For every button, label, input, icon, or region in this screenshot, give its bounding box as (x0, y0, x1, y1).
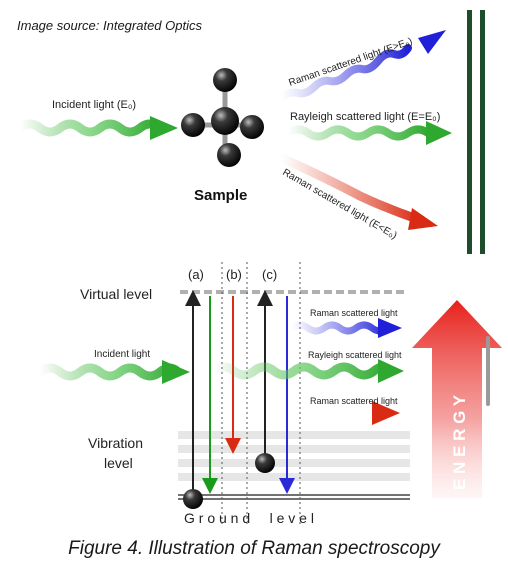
top-incident-label: Incident light (E₀) (52, 99, 136, 111)
ground-level-label: G r o u n d l e v e l (184, 510, 314, 526)
detector-bars (467, 10, 485, 254)
rayleigh-wave-bottom (209, 359, 404, 383)
incident-light-wave-top (15, 116, 178, 140)
vibration-state-molecule (255, 453, 275, 473)
bottom-rayleigh-label: Rayleigh scattered light (308, 350, 402, 360)
sample-molecule (181, 68, 264, 167)
vibration-level-stripes (178, 431, 410, 481)
figure-caption: Figure 4. Illustration of Raman spectros… (68, 538, 440, 559)
panel-c-label: (c) (262, 267, 277, 282)
incident-light-wave-bottom (35, 360, 190, 384)
raman-high-wave-top (278, 30, 446, 101)
bottom-incident-label: Incident light (94, 349, 150, 360)
raman-high-wave-bottom (288, 318, 402, 338)
vibration-level-label-line2: level (104, 455, 133, 471)
ground-state-molecule (183, 489, 203, 509)
virtual-level-label: Virtual level (80, 286, 152, 302)
raman-low-wave-bottom (234, 401, 400, 425)
panel-b-label: (b) (226, 267, 242, 282)
panel-a-label: (a) (188, 267, 204, 282)
top-rayleigh-label: Rayleigh scattered light (E=E₀) (290, 111, 440, 123)
energy-arrow (412, 300, 502, 498)
bottom-raman-low-label: Raman scattered light (310, 396, 398, 406)
panel-separators (221, 262, 301, 525)
rayleigh-wave-top (284, 121, 452, 145)
bottom-raman-high-label: Raman scattered light (310, 308, 398, 318)
top-raman-high-label: Raman scattered light (E>E₀) (287, 36, 414, 89)
raman-low-wave-top (277, 153, 438, 230)
energy-label: E N E R G Y (450, 394, 469, 490)
sample-label: Sample (194, 187, 247, 204)
vibration-level-label-line1: Vibration (88, 435, 143, 451)
image-source-text: Image source: Integrated Optics (17, 18, 202, 33)
scroll-indicator (486, 336, 490, 406)
